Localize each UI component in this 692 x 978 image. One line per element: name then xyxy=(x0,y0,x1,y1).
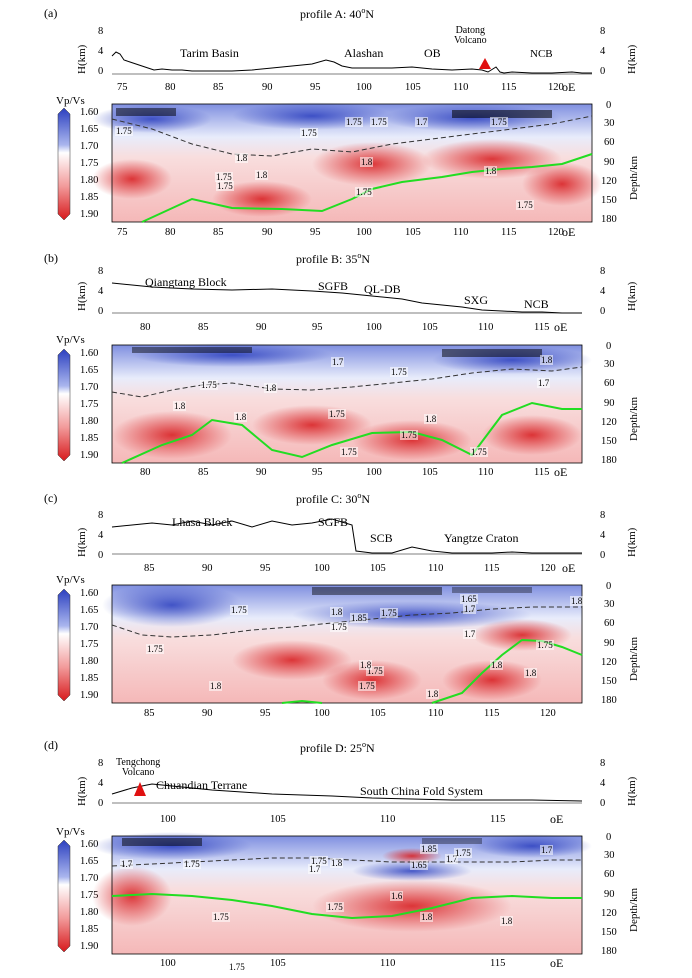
contour-label: 1.8 xyxy=(570,596,584,606)
contour-label: 1.7 xyxy=(331,357,345,367)
contour-label: 1.7 xyxy=(463,604,477,614)
panel-b: (b) profile B: 35oN H(km) H(km) 8 4 0 8 … xyxy=(44,251,640,479)
contour-label: 1.8 xyxy=(420,912,434,922)
contour-label: 1.75 xyxy=(310,856,328,866)
vpvs-section-a xyxy=(92,102,602,223)
contour-label: 1.65 xyxy=(410,860,428,870)
contour-label: 1.75 xyxy=(516,200,534,210)
contour-label: 1.8 xyxy=(490,660,504,670)
contour-label: 1.75 xyxy=(536,640,554,650)
contour-label: 1.7 xyxy=(540,845,554,855)
contour-label: 1.8 xyxy=(255,170,269,180)
contour-label: 1.75 xyxy=(215,172,233,182)
contour-label: 1.75 xyxy=(183,859,201,869)
contour-label: 1.8 xyxy=(173,401,187,411)
region-label: Alashan xyxy=(344,46,384,60)
h-axis-label-right: H(km) xyxy=(626,44,638,74)
panel-title: profile B: 35oN xyxy=(296,251,370,266)
contour-label: 1.8 xyxy=(234,412,248,422)
panel-tag: (a) xyxy=(44,6,58,20)
contour-label: 1.75 xyxy=(200,380,218,390)
topography-a xyxy=(111,51,592,75)
contour-label: 1.75 xyxy=(454,848,472,858)
contour-label: 1.75 xyxy=(358,681,376,691)
contour-label: 1.75 xyxy=(355,187,373,197)
contour-label: 1.8 xyxy=(359,660,373,670)
contour-label: 1.75 xyxy=(146,644,164,654)
contour-label: 1.75 xyxy=(326,902,344,912)
contour-label: 1.75 xyxy=(228,962,246,972)
contour-label: 1.75 xyxy=(330,622,348,632)
contour-label: 1.75 xyxy=(366,666,384,676)
vpvs-section-b xyxy=(111,343,592,464)
contour-label: 1.8 xyxy=(484,166,498,176)
colorbar xyxy=(57,348,71,462)
panel-a: (a) profile A: 40oN H(km) H(km) 8 4 0 8 … xyxy=(44,6,640,239)
panel-tag: (d) xyxy=(44,738,58,752)
contour-label: 1.75 xyxy=(216,181,234,191)
contour-label: 1.75 xyxy=(390,367,408,377)
region-label: NCB xyxy=(530,48,553,60)
contour-label: 1.75 xyxy=(328,409,346,419)
colorbar-title: Vp/Vs xyxy=(56,95,85,107)
contour-label: 1.75 xyxy=(490,117,508,127)
vpvs-section-d xyxy=(92,832,592,955)
contour-label: 1.7 xyxy=(120,859,134,869)
contour-label: 1.75 xyxy=(212,912,230,922)
contour-label: 1.7 xyxy=(537,378,551,388)
volcano-label: Tengchong Volcano xyxy=(116,757,161,778)
contour-label: 1.8 xyxy=(426,689,440,699)
colorbar xyxy=(57,588,71,702)
contour-label: 1.75 xyxy=(115,126,133,136)
panel-c: (c) profile C: 30oN H(km) H(km) 8 4 0 8 … xyxy=(44,491,640,719)
panel-title: profile D: 25oN xyxy=(300,740,375,755)
contour-label: 1.75 xyxy=(380,608,398,618)
panel-title: profile C: 30oN xyxy=(296,491,370,506)
contour-label: 1.75 xyxy=(470,447,488,457)
contour-label: 1.75 xyxy=(300,128,318,138)
contour-label: 1.8 xyxy=(540,355,554,365)
contour-label: 1.7 xyxy=(308,864,322,874)
region-label: OB xyxy=(424,46,441,60)
colorbar xyxy=(57,107,71,221)
panel-tag: (b) xyxy=(44,251,58,265)
contour-label: 1.8 xyxy=(209,681,223,691)
contour-label: 1.75 xyxy=(345,117,363,127)
contour-label: 1.7 xyxy=(463,629,477,639)
contour-label: 1.8 xyxy=(235,153,249,163)
h-axis-label: H(km) xyxy=(76,44,88,74)
contour-label: 1.75 xyxy=(370,117,388,127)
contour-label: 1.85 xyxy=(420,844,438,854)
contour-label: 1.8 xyxy=(330,858,344,868)
contour-label: 1.85 xyxy=(350,613,368,623)
colorbar xyxy=(57,839,71,953)
contour-label: 1.75 xyxy=(230,605,248,615)
panel-title: profile A: 40oN xyxy=(300,6,374,21)
panel-d: (d) profile D: 25oN H(km) H(km) 8 4 0 8 … xyxy=(44,738,640,970)
contour-label: 1.8 xyxy=(264,383,278,393)
contour-label: 1.8 xyxy=(500,916,514,926)
contour-label: 1.65 xyxy=(460,594,478,604)
contour-label: 1.8 xyxy=(424,414,438,424)
contour-label: 1.75 xyxy=(400,430,418,440)
contour-label: 1.7 xyxy=(415,117,429,127)
region-label: Tarim Basin xyxy=(180,46,239,60)
topography-d xyxy=(111,782,583,804)
contour-label: 1.8 xyxy=(330,607,344,617)
topography-b xyxy=(111,282,582,314)
depth-axis-label: Depth/km xyxy=(628,156,640,200)
panel-tag: (c) xyxy=(44,491,58,505)
contour-label: 1.8 xyxy=(360,157,374,167)
topography-c xyxy=(111,518,582,555)
contour-label: 1.6 xyxy=(390,891,404,901)
volcano-label: Datong Volcano xyxy=(454,25,487,46)
contour-label: 1.8 xyxy=(524,668,538,678)
vpvs-section-c xyxy=(102,583,583,704)
contour-label: 1.75 xyxy=(340,447,358,457)
contour-label: 1.7 xyxy=(445,854,459,864)
